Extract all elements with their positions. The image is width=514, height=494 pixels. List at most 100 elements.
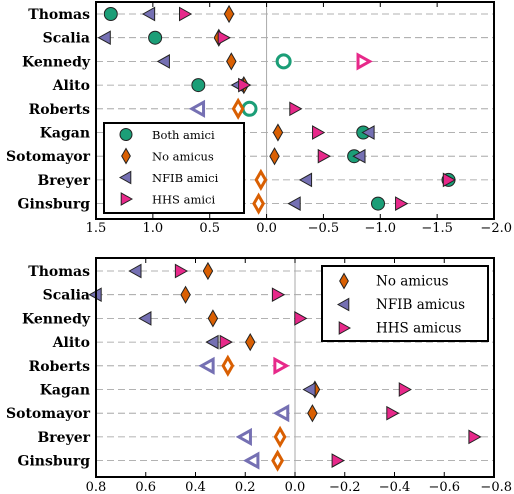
data-point-circle: [148, 30, 163, 45]
data-point-diamond: [269, 147, 280, 166]
justice-label: Breyer: [37, 430, 90, 446]
data-point-diamond: [244, 332, 256, 352]
data-point-triangle-left: [128, 263, 142, 279]
legend: No amicus NFIB amicus HHS amicus: [321, 265, 489, 342]
justice-label: Sotomayor: [6, 406, 91, 422]
data-point-diamond: [272, 123, 284, 142]
justice-label: Thomas: [28, 264, 90, 280]
data-point-triangle-right: [219, 334, 233, 350]
x-tick-label: −0.5: [308, 221, 340, 236]
x-tick-label: −0.8: [480, 480, 512, 494]
data-point-triangle-left: [156, 54, 170, 69]
data-point-triangle-left: [138, 311, 152, 326]
legend-symbol-triangle-right: [338, 321, 352, 335]
top-chart: Thomas Scalia Kennedy Alito Roberts Kagan Soto…: [6, 1, 512, 236]
data-point-triangle-left: [361, 125, 375, 140]
data-point-diamond: [307, 404, 318, 423]
data-point-diamond: [221, 354, 235, 377]
x-tick-label: −1.5: [421, 221, 453, 236]
data-point-triangle-left: [198, 356, 215, 375]
data-point-diamond: [223, 4, 235, 24]
justice-label: Breyer: [37, 173, 90, 189]
data-point-diamond: [273, 425, 287, 449]
data-point-circle: [275, 53, 292, 70]
x-tick-label: 0.0: [285, 480, 306, 494]
justice-label: Kennedy: [22, 311, 91, 327]
data-point-triangle-right: [356, 52, 373, 71]
justice-label: Kennedy: [22, 54, 91, 70]
x-tick-label: −0.2: [329, 480, 361, 494]
legend-symbol-triangle-left: [118, 170, 132, 185]
x-tick-label: −1.0: [364, 221, 396, 236]
x-tick-label: −2.0: [480, 221, 512, 236]
data-point-triangle-right: [294, 311, 308, 326]
legend-symbol-diamond: [121, 147, 131, 165]
legend-label: No amicus: [152, 150, 214, 164]
data-point-triangle-left: [287, 196, 301, 211]
plot-frame: [95, 257, 495, 478]
data-point-triangle-right: [174, 263, 189, 279]
legend-symbol-circle: [119, 128, 133, 141]
x-tick-label: 0.8: [86, 480, 107, 494]
legend-label: NFIB amicus: [376, 297, 465, 313]
data-point-triangle-right: [289, 101, 303, 117]
justice-label: Ginsburg: [18, 454, 91, 470]
data-point-triangle-right: [398, 382, 412, 397]
data-point-triangle-left: [302, 382, 316, 397]
justice-label: Thomas: [28, 7, 90, 23]
data-point-diamond: [180, 285, 191, 304]
data-point-diamond: [207, 309, 219, 328]
data-point-triangle-left: [141, 6, 156, 22]
data-point-triangle-right: [442, 172, 457, 188]
data-point-triangle-left: [97, 30, 111, 46]
legend-label: Both amici: [152, 128, 215, 142]
x-tick-label: 0.5: [199, 221, 220, 236]
data-point-triangle-right: [468, 429, 482, 445]
data-point-triangle-left: [188, 99, 206, 118]
x-tick-label: 0.6: [135, 480, 156, 494]
justice-label: Kagan: [40, 126, 90, 142]
justice-label: Alito: [52, 335, 90, 351]
data-point-triangle-left: [272, 404, 290, 423]
data-point-triangle-left: [298, 172, 313, 188]
legend-symbol-diamond: [339, 272, 349, 290]
justice-label: Kagan: [40, 383, 90, 399]
data-point-triangle-right: [386, 405, 400, 421]
data-point-diamond: [231, 97, 245, 120]
legend-symbol-triangle-left: [336, 297, 350, 312]
data-point-triangle-right: [217, 30, 231, 46]
legend-label: HHS amici: [152, 193, 215, 207]
data-point-triangle-left: [205, 334, 219, 350]
legend-label: NFIB amici: [152, 171, 219, 185]
x-tick-label: −0.4: [379, 480, 411, 494]
data-point-triangle-right: [395, 196, 409, 211]
data-point-diamond: [202, 261, 214, 281]
x-tick-label: −0.6: [428, 480, 460, 494]
x-tick-label: 0.0: [256, 221, 277, 236]
data-point-triangle-left: [235, 427, 252, 446]
justice-label: Ginsburg: [18, 197, 91, 213]
justice-label: Alito: [52, 78, 90, 94]
justice-label: Scalia: [43, 31, 90, 47]
data-point-diamond: [252, 192, 266, 215]
legend-label: HHS amicus: [376, 321, 462, 337]
legend-label: No amicus: [376, 274, 449, 290]
data-point-triangle-right: [273, 356, 290, 375]
data-point-circle: [103, 7, 118, 21]
data-point-circle: [241, 100, 258, 117]
data-point-triangle-right: [178, 6, 193, 22]
data-point-diamond: [271, 449, 284, 472]
data-point-triangle-right: [271, 287, 286, 303]
justice-label: Scalia: [43, 288, 90, 304]
justice-label: Roberts: [29, 102, 91, 118]
x-tick-label: 1.0: [143, 221, 164, 236]
legend: Both amici No amicus NFIB amici HHS amici: [103, 122, 245, 214]
data-point-triangle-left: [352, 148, 366, 164]
data-point-diamond: [226, 52, 237, 71]
data-point-triangle-right: [312, 125, 326, 140]
data-point-triangle-right: [238, 77, 252, 93]
x-tick-label: 0.2: [235, 480, 256, 494]
bottom-chart: Thomas Scalia Kennedy Alito Roberts Kagan Soto…: [6, 257, 512, 494]
data-point-circle: [191, 78, 206, 93]
